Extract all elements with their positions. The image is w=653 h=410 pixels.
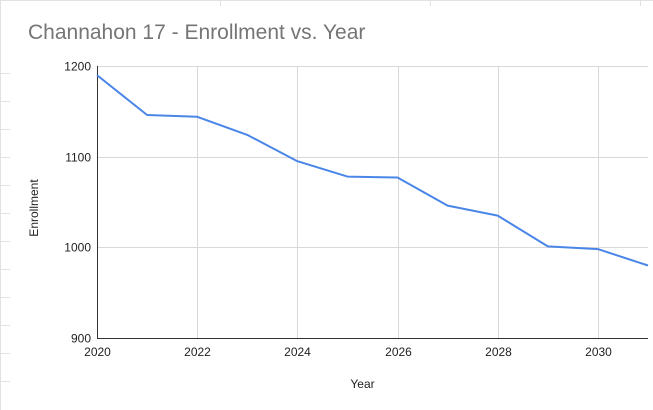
x-tick-label: 2030 — [585, 345, 612, 359]
data-point — [146, 114, 148, 116]
axis-layer — [97, 66, 648, 339]
series-layer — [96, 74, 649, 267]
x-axis-title: Year — [350, 377, 374, 391]
data-point — [347, 176, 349, 178]
y-tick-label: 1000 — [64, 241, 91, 255]
data-point — [397, 177, 399, 179]
x-tick-label: 2028 — [485, 345, 512, 359]
data-point — [497, 215, 499, 217]
data-point — [597, 248, 599, 250]
chart-title: Channahon 17 - Enrollment vs. Year — [28, 21, 366, 44]
series-line-0 — [96, 74, 649, 267]
chart-card[interactable]: Channahon 17 - Enrollment vs. Year — [10, 6, 653, 410]
data-point — [246, 134, 248, 136]
data-point — [296, 160, 298, 162]
x-tick-label: 2026 — [385, 345, 412, 359]
data-point — [547, 245, 549, 247]
y-axis-title: Enrollment — [27, 179, 41, 237]
data-point — [447, 205, 449, 207]
x-tick-label: 2024 — [284, 345, 311, 359]
data-point — [196, 116, 198, 118]
data-point — [647, 265, 649, 267]
x-tick-label: 2020 — [84, 345, 111, 359]
y-tick-label: 900 — [71, 332, 91, 346]
y-tick-label: 1200 — [64, 60, 91, 74]
label-layer: 900 1000 1100 1200 2020 2022 2024 2026 2028 2030 Y… — [27, 60, 612, 392]
grid-layer — [97, 66, 648, 338]
x-tick-label: 2022 — [184, 345, 211, 359]
data-point — [96, 74, 98, 76]
y-tick-label: 1100 — [65, 151, 91, 165]
